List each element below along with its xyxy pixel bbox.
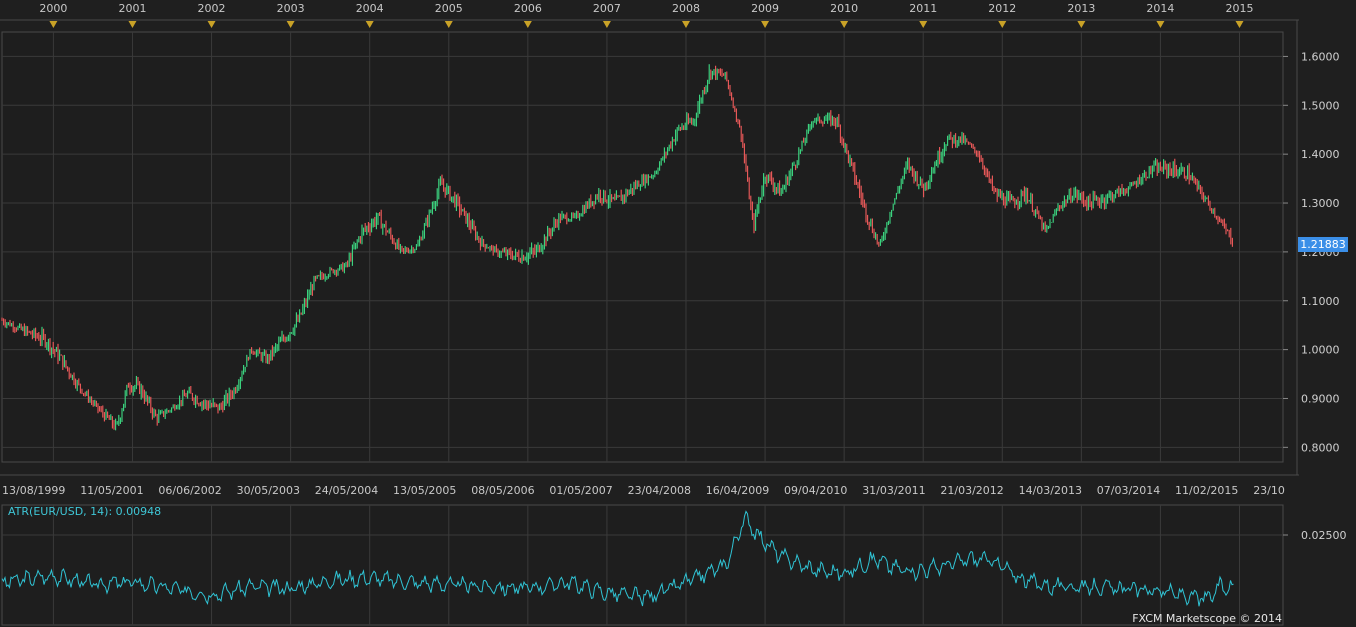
- year-marker-icon: [128, 21, 137, 28]
- year-label: 2004: [356, 2, 384, 15]
- copyright-text: FXCM Marketscope © 2014: [1132, 612, 1282, 625]
- year-label: 2014: [1146, 2, 1174, 15]
- x-date-label: 13/08/1999: [2, 484, 65, 497]
- current-price-tag: 1.21883: [1298, 237, 1348, 252]
- y-tick-label: 0.9000: [1301, 392, 1340, 405]
- y-tick-label: 1.6000: [1301, 50, 1340, 63]
- year-label: 2010: [830, 2, 858, 15]
- year-label: 2007: [593, 2, 621, 15]
- year-label: 2013: [1067, 2, 1095, 15]
- year-marker-icon: [444, 21, 453, 28]
- year-marker-icon: [49, 21, 58, 28]
- x-date-label: 08/05/2006: [471, 484, 534, 497]
- price-pane: [1, 31, 1284, 463]
- year-label: 2009: [751, 2, 779, 15]
- x-date-label: 07/03/2014: [1097, 484, 1160, 497]
- y-tick-label: 1.4000: [1301, 148, 1340, 161]
- year-marker-icon: [523, 21, 532, 28]
- year-marker-icon: [1156, 21, 1165, 28]
- year-marker-icon: [1235, 21, 1244, 28]
- year-label: 2005: [435, 2, 463, 15]
- y-tick-label: 1.0000: [1301, 344, 1340, 357]
- year-label: 2003: [277, 2, 305, 15]
- atr-indicator-label: ATR(EUR/USD, 14): 0.00948: [8, 505, 162, 518]
- x-date-label: 30/05/2003: [237, 484, 300, 497]
- year-label: 2001: [118, 2, 146, 15]
- x-date-label: 06/06/2002: [158, 484, 221, 497]
- year-label: 2011: [909, 2, 937, 15]
- x-date-label: 11/02/2015: [1175, 484, 1238, 497]
- y-tick-label: 1.5000: [1301, 99, 1340, 112]
- x-date-label: 14/03/2013: [1019, 484, 1082, 497]
- year-label: 2002: [198, 2, 226, 15]
- year-marker-icon: [998, 21, 1007, 28]
- atr-line: [1, 510, 1234, 607]
- year-label: 2012: [988, 2, 1016, 15]
- y-tick-label: 1.3000: [1301, 197, 1340, 210]
- x-date-label: 24/05/2004: [315, 484, 378, 497]
- x-date-label: 11/05/2001: [80, 484, 143, 497]
- year-marker-icon: [602, 21, 611, 28]
- year-marker-icon: [681, 21, 690, 28]
- year-label: 2000: [39, 2, 67, 15]
- atr-pane: [1, 504, 1284, 626]
- year-marker-icon: [840, 21, 849, 28]
- year-label: 2006: [514, 2, 542, 15]
- year-label: 2015: [1226, 2, 1254, 15]
- x-date-label: 13/05/2005: [393, 484, 456, 497]
- year-marker-icon: [1077, 21, 1086, 28]
- x-date-label: 21/03/2012: [940, 484, 1003, 497]
- year-marker-icon: [761, 21, 770, 28]
- x-date-label: 23/04/2008: [628, 484, 691, 497]
- x-date-label: 31/03/2011: [862, 484, 925, 497]
- x-date-label: 01/05/2007: [549, 484, 612, 497]
- y-tick-label: 0.8000: [1301, 441, 1340, 454]
- candles-group: [1, 64, 1233, 431]
- year-marker-icon: [365, 21, 374, 28]
- year-marker-icon: [286, 21, 295, 28]
- x-date-label: 09/04/2010: [784, 484, 847, 497]
- year-marker-icon: [919, 21, 928, 28]
- x-date-label: 23/10: [1253, 484, 1285, 497]
- year-label: 2008: [672, 2, 700, 15]
- year-marker-icon: [207, 21, 216, 28]
- atr-y-tick-label: 0.02500: [1301, 529, 1347, 542]
- x-date-label: 16/04/2009: [706, 484, 769, 497]
- y-tick-label: 1.1000: [1301, 295, 1340, 308]
